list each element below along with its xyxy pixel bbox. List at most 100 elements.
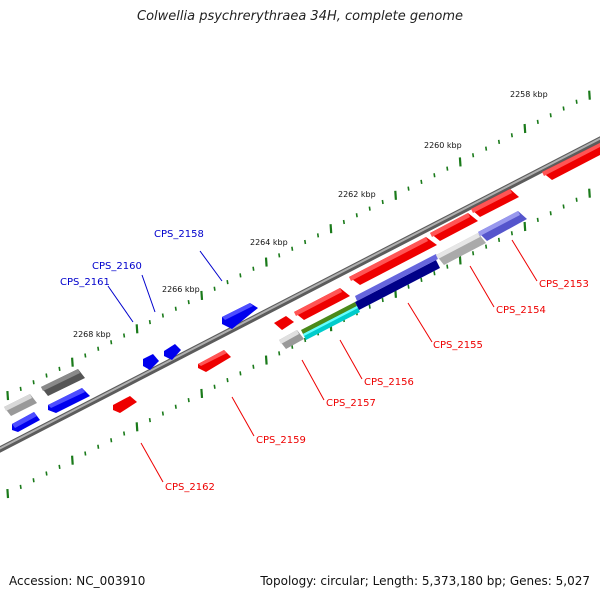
scale-tick-minor — [433, 173, 436, 178]
label-cps-2162[interactable]: CPS_2162 — [165, 482, 215, 493]
scale-tick-major — [458, 255, 462, 265]
scale-tick-minor — [536, 217, 539, 223]
gene-feature-grey[interactable] — [41, 369, 85, 396]
scale-tick-minor — [497, 237, 501, 243]
gene-feature-cps-2156[interactable] — [301, 302, 360, 340]
gene-feature[interactable] — [12, 412, 40, 432]
label-cps-2159[interactable]: CPS_2159 — [256, 435, 306, 446]
scale-tick-minor — [226, 279, 229, 285]
gene-feature-cps-2154[interactable] — [436, 233, 486, 265]
scale-tick-minor — [213, 384, 216, 389]
gene-feature[interactable] — [349, 237, 437, 285]
scale-tick-minor — [562, 106, 565, 111]
scale-tick-minor — [252, 364, 255, 369]
scale-tick-minor — [446, 166, 449, 171]
scale-tick-major — [135, 324, 139, 334]
scale-tick-minor — [97, 346, 100, 351]
scale-tick-major — [6, 489, 10, 499]
scale-tick-minor — [536, 119, 539, 125]
gene-feature[interactable] — [48, 388, 90, 413]
scale-tick-major — [6, 391, 10, 401]
scale-tick-minor — [575, 99, 578, 104]
label-cps-2160[interactable]: CPS_2160 — [92, 261, 142, 272]
scale-tick-minor — [485, 146, 488, 151]
label-cps-2155[interactable]: CPS_2155 — [433, 340, 483, 351]
gene-feature-cps-2160[interactable] — [164, 344, 181, 360]
scale-tick-minor — [97, 444, 100, 449]
scale-tick-major — [329, 224, 333, 234]
scale-label-2264: 2264 kbp — [250, 238, 288, 247]
scale-tick-minor — [575, 197, 578, 202]
scale-tick-minor — [562, 204, 565, 209]
scale-tick-minor — [420, 179, 423, 185]
gene-feature[interactable] — [274, 316, 294, 330]
gene-feature-cps-2157[interactable] — [279, 330, 304, 349]
scale-tick-major — [458, 157, 462, 167]
gene-feature[interactable] — [430, 213, 478, 241]
scale-tick-major — [264, 257, 268, 267]
scale-tick-minor — [472, 251, 475, 256]
label-cps-2158[interactable]: CPS_2158 — [154, 229, 204, 240]
label-cps-2154[interactable]: CPS_2154 — [496, 305, 546, 316]
scale-tick-major — [588, 90, 591, 100]
scale-tick-major — [71, 357, 74, 367]
scale-tick-minor — [368, 304, 371, 309]
scale-tick-minor — [19, 484, 22, 490]
scale-tick-major — [394, 190, 397, 200]
scale-tick-minor — [510, 231, 513, 236]
scale-tick-minor — [239, 371, 242, 376]
scale-tick-minor — [84, 451, 87, 456]
scale-label-2266: 2266 kbp — [162, 285, 200, 294]
gene-labels: CPS_2153 CPS_2154 CPS_2155 CPS_2156 CPS_… — [60, 229, 589, 493]
scale-tick-minor — [123, 431, 126, 436]
label-cps-2161[interactable]: CPS_2161 — [60, 277, 110, 288]
scale-tick-minor — [446, 264, 449, 269]
scale-tick-minor — [485, 244, 488, 249]
scale-tick-major — [523, 221, 527, 232]
scale-tick-major — [71, 455, 74, 465]
scale-tick-major — [135, 422, 139, 432]
scale-tick-minor — [84, 353, 87, 358]
scale-tick-minor — [32, 380, 35, 385]
scale-tick-minor — [342, 219, 345, 225]
scale-tick-minor — [549, 113, 552, 118]
label-cps-2157[interactable]: CPS_2157 — [326, 398, 376, 409]
label-cps-2156[interactable]: CPS_2156 — [364, 377, 414, 388]
gene-feature-cps-2161[interactable] — [143, 354, 159, 370]
scale-tick-minor — [123, 333, 126, 338]
scale-tick-minor — [32, 478, 35, 483]
genes-inner-track — [113, 211, 527, 413]
gene-feature-cps-2153[interactable] — [478, 211, 527, 241]
scale-tick-minor — [355, 213, 358, 218]
scale-label-2268: 2268 kbp — [73, 330, 111, 339]
scale-tick-minor — [226, 377, 229, 383]
scale-tick-minor — [239, 273, 242, 278]
scale-tick-minor — [174, 404, 177, 409]
gene-feature-cps-2162[interactable] — [113, 396, 137, 413]
scale-tick-minor — [407, 186, 410, 191]
gene-feature[interactable] — [542, 143, 600, 180]
gene-feature-grey[interactable] — [4, 394, 37, 416]
label-cps-2153[interactable]: CPS_2153 — [539, 279, 589, 290]
scale-tick-minor — [510, 133, 513, 138]
gene-feature-cps-2155[interactable] — [355, 254, 440, 310]
scale-tick-minor — [381, 297, 384, 303]
scale-tick-minor — [187, 397, 190, 403]
gene-feature[interactable] — [294, 288, 350, 320]
scale-tick-minor — [252, 266, 255, 271]
gene-feature-cps-2158[interactable] — [222, 303, 258, 329]
scale-tick-minor — [278, 253, 281, 258]
genes-outer-track — [4, 143, 600, 432]
scale-tick-minor — [497, 139, 501, 145]
scale-label-2260: 2260 kbp — [424, 141, 462, 150]
gene-feature[interactable] — [471, 189, 519, 217]
scale-tick-minor — [58, 464, 61, 470]
gene-feature-cps-2159[interactable] — [198, 350, 231, 372]
accession-label: Accession: NC_003910 — [9, 574, 146, 588]
scale-tick-major — [200, 290, 204, 300]
scale-ticks — [6, 90, 591, 499]
scale-tick-minor — [187, 299, 190, 305]
scale-tick-minor — [110, 438, 113, 443]
